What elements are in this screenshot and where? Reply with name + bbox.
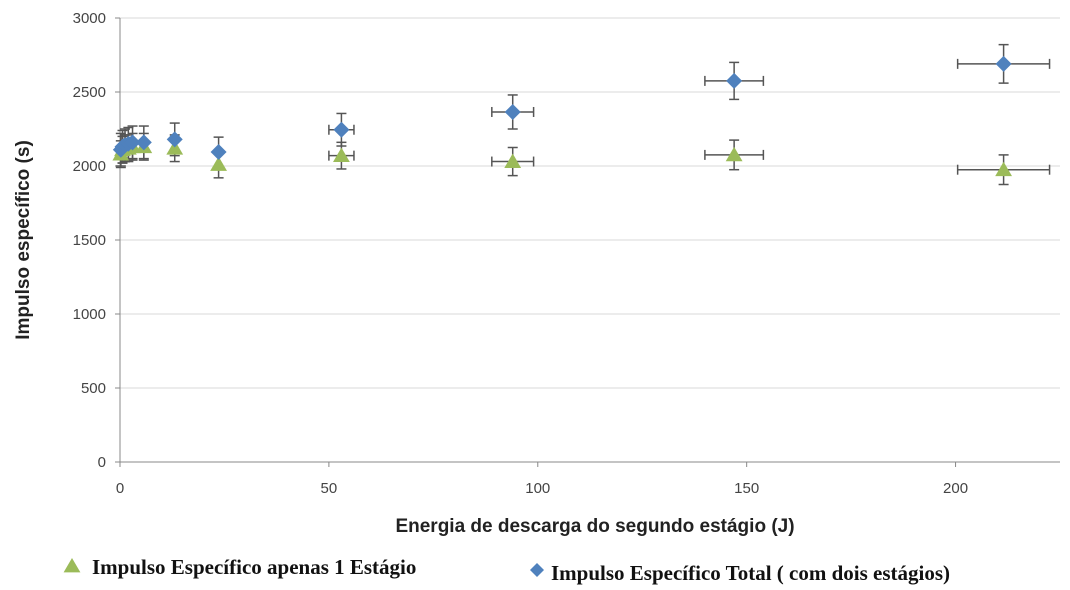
x-tick-labels: 0 50 100 150 200 [116, 462, 968, 497]
y-tick-label-500: 500 [81, 380, 106, 397]
y-tick-label-1500: 1500 [73, 232, 106, 249]
diamond-point-s2-p9 [333, 121, 350, 138]
diamond-point-s2-p7 [166, 131, 183, 148]
legend-label-series-2: Impulso Específico Total ( com dois está… [551, 561, 950, 585]
x-tick-label-50: 50 [321, 480, 338, 497]
diamond-point-s2-p6 [135, 134, 152, 151]
triangle-point-s1-p8 [210, 156, 227, 171]
x-tick-label-200: 200 [943, 480, 968, 497]
error-bars [115, 43, 1051, 186]
y-tick-label-3000: 3000 [73, 10, 106, 27]
x-axis-title: Energia de descarga do segundo estágio (… [395, 516, 794, 537]
triangle-point-s1-p7 [166, 140, 184, 155]
diamond-point-s2-p5 [124, 134, 141, 151]
diamond-point-s2-p11 [726, 72, 743, 89]
legend-item-series-2: Impulso Específico Total ( com dois está… [530, 561, 950, 585]
diamond-point-s2-p10 [504, 103, 521, 120]
diamond-point-s2-p8 [210, 143, 227, 160]
x-tick-label-100: 100 [525, 480, 550, 497]
legend-marker-diamond [530, 563, 544, 577]
triangle-point-s1-p11 [725, 146, 743, 162]
y-tick-label-1000: 1000 [73, 306, 106, 323]
y-tick-label-0: 0 [98, 454, 106, 471]
y-axis-title: Impulso específico (s) [13, 140, 34, 340]
y-tick-label-2000: 2000 [73, 158, 106, 175]
triangle-point-s1-p10 [504, 153, 522, 168]
y-tick-label-2500: 2500 [73, 84, 106, 101]
triangle-point-s1-p12 [995, 161, 1012, 177]
legend-item-series-1: Impulso Específico apenas 1 Estágio [63, 555, 416, 579]
legend-label-series-1: Impulso Específico apenas 1 Estágio [92, 555, 416, 579]
diamond-point-s2-p12 [995, 55, 1012, 72]
x-tick-label-150: 150 [734, 480, 759, 497]
grid-layer [120, 17, 1060, 389]
triangle-point-s1-p9 [333, 147, 350, 163]
data-markers [112, 55, 1012, 177]
x-tick-label-0: 0 [116, 480, 124, 497]
legend: Impulso Específico apenas 1 Estágio Impu… [63, 555, 950, 585]
y-tick-labels: 0 500 1000 1500 2000 2500 3000 [73, 10, 120, 471]
legend-marker-triangle [63, 558, 81, 573]
